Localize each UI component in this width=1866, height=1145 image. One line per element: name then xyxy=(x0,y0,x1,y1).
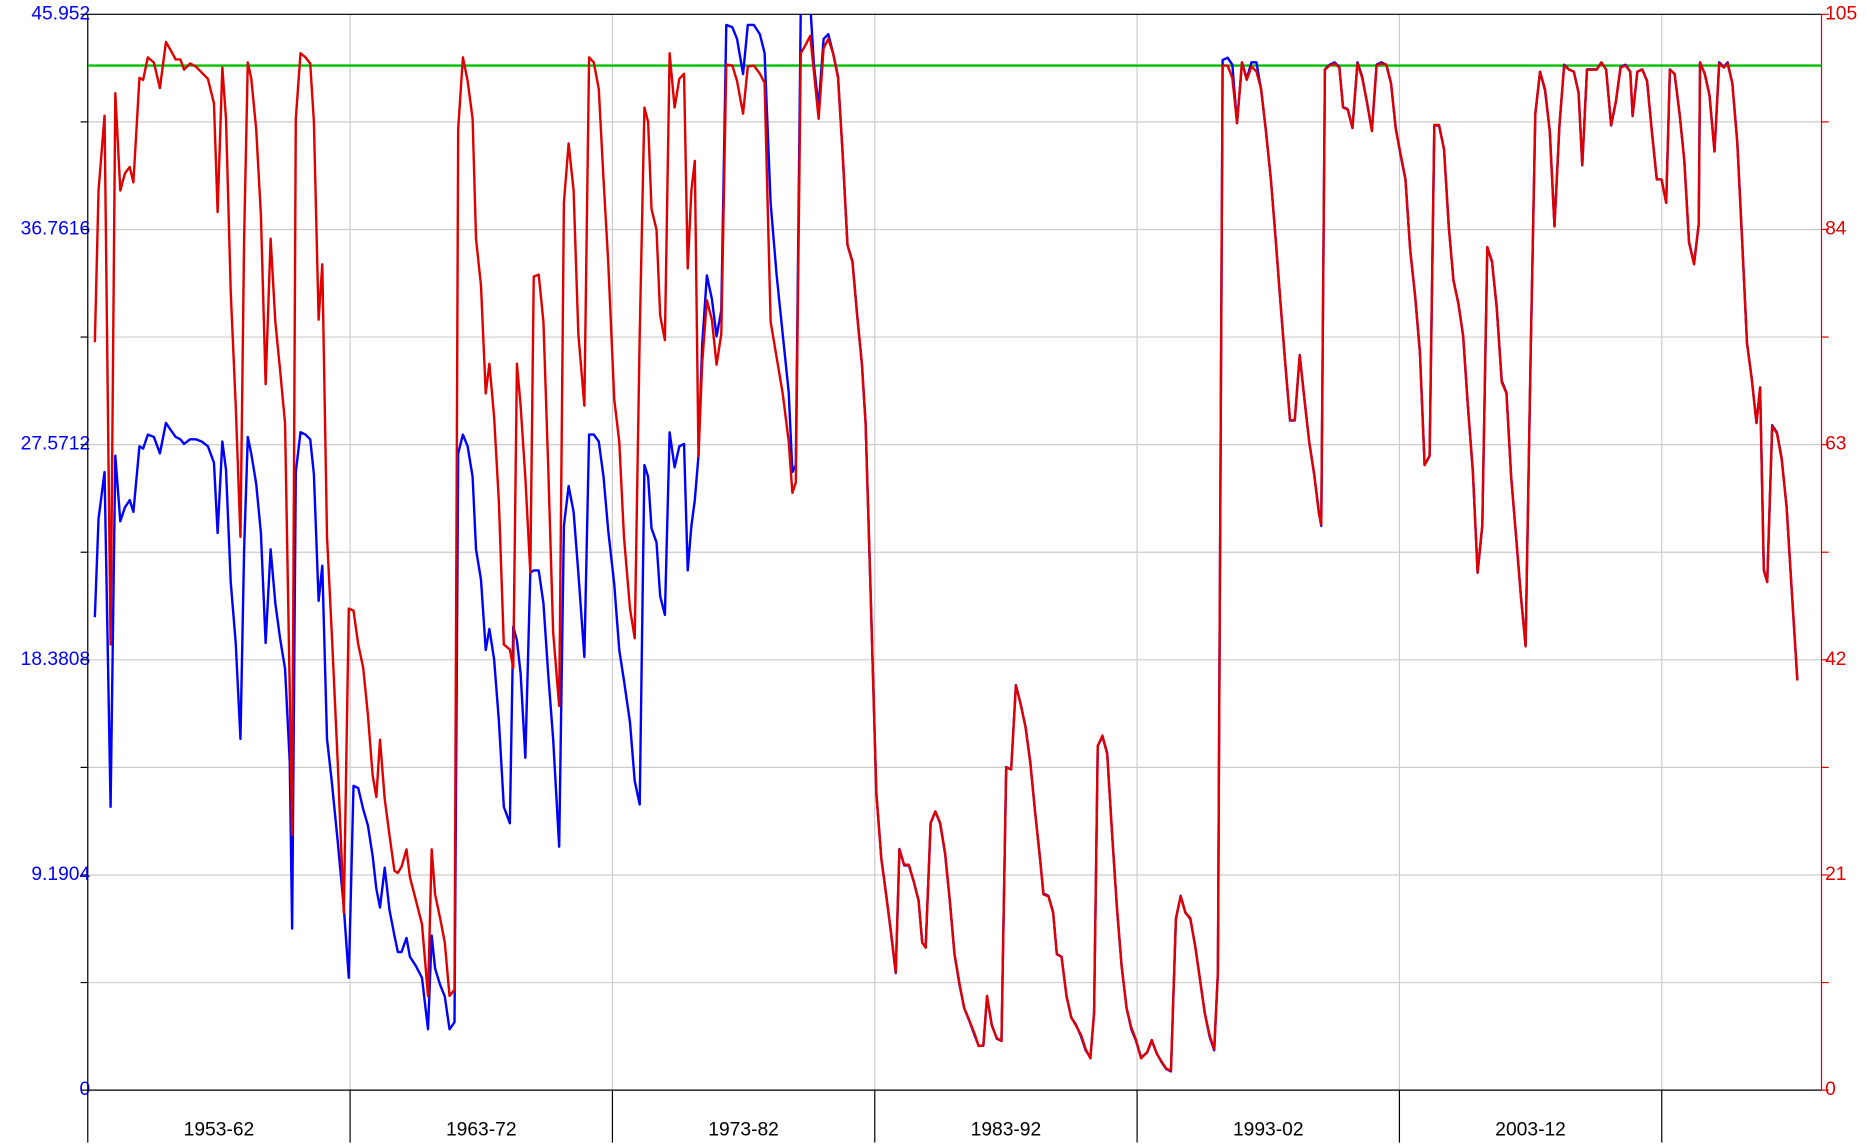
y2-tick-label: 42 xyxy=(1825,649,1846,670)
y-tick-label: 0 xyxy=(79,1079,90,1100)
y-tick-label: 27.5712 xyxy=(21,434,91,455)
y2-tick-label: 0 xyxy=(1825,1079,1836,1100)
series-line xyxy=(93,34,1799,1072)
x-tick-label: 1983-92 xyxy=(971,1120,1042,1141)
x-tick-label: 2003-12 xyxy=(1495,1120,1566,1141)
x-tick-label: 1993-02 xyxy=(1233,1120,1304,1141)
x-tick-label: 1973-82 xyxy=(708,1120,779,1141)
x-tick-label: 1953-62 xyxy=(184,1120,255,1141)
y-tick-label: 18.3808 xyxy=(21,649,91,670)
y-tick-label: 36.7616 xyxy=(21,219,91,240)
y-tick-label: 9.1904 xyxy=(31,864,90,885)
y-tick-label: 45.952 xyxy=(31,3,90,24)
y2-tick-label: 84 xyxy=(1825,219,1847,240)
y2-tick-label: 21 xyxy=(1825,864,1846,885)
y2-tick-label: 63 xyxy=(1825,434,1846,455)
plot-area xyxy=(87,14,1822,1073)
x-tick-label: 1963-72 xyxy=(446,1120,517,1141)
y2-tick-label: 105 xyxy=(1825,3,1857,24)
